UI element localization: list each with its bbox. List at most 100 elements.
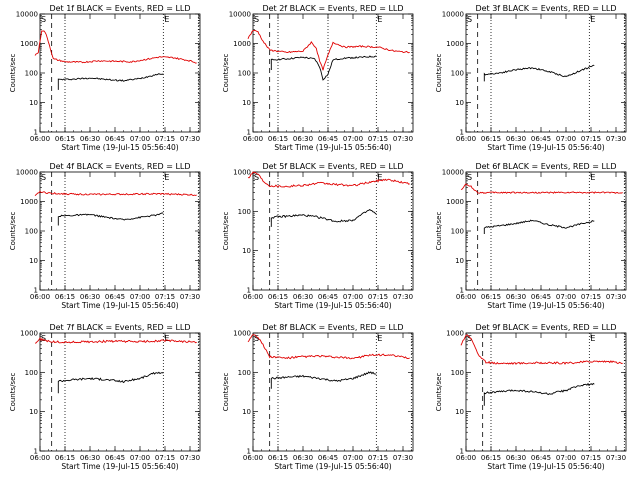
lld-series-line — [460, 183, 623, 194]
x-axis-label: Start Time (19-Jul-15 05:56:40) — [274, 301, 391, 310]
plot-frame — [465, 13, 627, 133]
y-axis-label: Counts/sec — [9, 54, 17, 93]
x-tick-label: 07:15 — [155, 135, 175, 143]
start-marker-label: S — [467, 15, 472, 24]
y-tick-label: 100 — [451, 369, 464, 377]
y-tick-label: 100 — [451, 228, 464, 236]
x-tick-label: 06:45 — [531, 135, 551, 143]
plot-frame — [39, 171, 201, 291]
y-axis-label: Counts/sec — [222, 212, 230, 251]
start-marker-label: S — [254, 334, 259, 343]
x-tick-label: 06:15 — [481, 293, 501, 301]
y-axis-label: Counts/sec — [222, 373, 230, 412]
y-tick-label: 1000 — [446, 330, 464, 338]
y-tick-label: 100 — [451, 70, 464, 78]
lld-series-line — [460, 334, 623, 365]
x-axis-label: Start Time (19-Jul-15 05:56:40) — [487, 143, 604, 152]
chart-title: Det 6f BLACK = Events, RED = LLD — [475, 162, 616, 171]
y-tick-label: 100 — [238, 70, 251, 78]
chart-panel: Det 9f BLACK = Events, RED = LLD 1 10 100 10… — [435, 323, 627, 471]
x-tick-label: 06:00 — [30, 293, 50, 301]
y-tick-label: 10000 — [442, 11, 464, 19]
y-tick-label: 10 — [29, 99, 38, 107]
events-series-line — [270, 209, 377, 227]
y-tick-label: 1000 — [446, 40, 464, 48]
x-tick-label: 07:00 — [556, 293, 576, 301]
chart-title: Det 8f BLACK = Events, RED = LLD — [262, 323, 403, 332]
lld-series-line — [247, 171, 410, 188]
start-marker-label: S — [254, 173, 259, 182]
chart-title: Det 7f BLACK = Events, RED = LLD — [49, 323, 190, 332]
end-marker-label: E — [590, 334, 595, 343]
chart-title: Det 1f BLACK = Events, RED = LLD — [49, 4, 190, 13]
start-marker-label: S — [467, 334, 472, 343]
x-tick-label: 07:30 — [606, 293, 626, 301]
chart-title: Det 9f BLACK = Events, RED = LLD — [475, 323, 616, 332]
events-series-line — [483, 64, 595, 82]
start-marker-label: S — [41, 173, 46, 182]
x-tick-label: 06:30 — [293, 135, 313, 143]
y-axis-label: Counts/sec — [435, 212, 443, 251]
x-tick-label: 06:45 — [105, 454, 125, 462]
y-axis-label: Counts/sec — [435, 54, 443, 93]
events-series-line — [57, 371, 164, 394]
y-tick-label: 1000 — [233, 169, 251, 177]
x-tick-label: 07:00 — [343, 135, 363, 143]
x-tick-label: 06:30 — [80, 135, 100, 143]
x-tick-label: 06:45 — [105, 135, 125, 143]
y-axis-label: Counts/sec — [9, 373, 17, 412]
y-tick-label: 10000 — [229, 11, 251, 19]
y-axis-label: Counts/sec — [222, 54, 230, 93]
y-tick-label: 10 — [242, 99, 251, 107]
plot-frame — [252, 332, 414, 452]
x-tick-label: 07:30 — [393, 293, 413, 301]
events-series-line — [270, 55, 377, 81]
x-tick-label: 07:15 — [581, 454, 601, 462]
x-tick-label: 06:00 — [456, 293, 476, 301]
plot-frame — [465, 332, 627, 452]
y-tick-label: 1 — [460, 287, 464, 295]
y-tick-label: 100 — [25, 228, 38, 236]
x-tick-label: 06:45 — [531, 293, 551, 301]
x-tick-label: 07:15 — [581, 293, 601, 301]
plot-frame — [39, 332, 201, 452]
events-series-line — [57, 73, 164, 90]
y-axis-label: Counts/sec — [435, 373, 443, 412]
y-tick-label: 1 — [34, 129, 38, 137]
end-marker-label: E — [590, 173, 595, 182]
end-marker-label: E — [164, 173, 169, 182]
start-marker-label: S — [41, 15, 46, 24]
x-axis-label: Start Time (19-Jul-15 05:56:40) — [61, 462, 178, 471]
x-tick-label: 06:00 — [243, 135, 263, 143]
end-marker-label: E — [164, 334, 169, 343]
y-tick-label: 10 — [29, 257, 38, 265]
y-tick-label: 1000 — [446, 198, 464, 206]
y-tick-label: 10 — [242, 408, 251, 416]
y-tick-label: 1 — [247, 448, 251, 456]
end-marker-label: E — [164, 15, 169, 24]
chart-panel: Det 8f BLACK = Events, RED = LLD 1 10 100 10… — [222, 323, 414, 471]
y-tick-label: 100 — [238, 208, 251, 216]
x-tick-label: 07:15 — [155, 454, 175, 462]
start-marker-label: S — [254, 15, 259, 24]
x-tick-label: 06:15 — [481, 135, 501, 143]
x-axis-label: Start Time (19-Jul-15 05:56:40) — [61, 143, 178, 152]
y-tick-label: 1 — [460, 448, 464, 456]
x-tick-label: 07:00 — [556, 454, 576, 462]
lld-series-line — [34, 337, 197, 344]
x-tick-label: 06:00 — [243, 454, 263, 462]
events-series-line — [270, 371, 377, 389]
x-tick-label: 07:30 — [606, 454, 626, 462]
y-tick-label: 10 — [242, 247, 251, 255]
y-tick-label: 1000 — [20, 198, 38, 206]
x-tick-label: 06:15 — [55, 293, 75, 301]
x-tick-label: 07:00 — [130, 454, 150, 462]
x-tick-label: 07:00 — [130, 135, 150, 143]
plot-frame — [465, 171, 627, 291]
chart-panel: Det 7f BLACK = Events, RED = LLD 1 10 100 10… — [9, 323, 201, 471]
plot-frame — [252, 171, 414, 291]
chart-panel: Det 5f BLACK = Events, RED = LLD 1 10 100 10… — [222, 162, 414, 310]
chart-panel: Det 1f BLACK = Events, RED = LLD 1 10 100 10… — [9, 4, 201, 152]
end-marker-label: E — [377, 334, 382, 343]
